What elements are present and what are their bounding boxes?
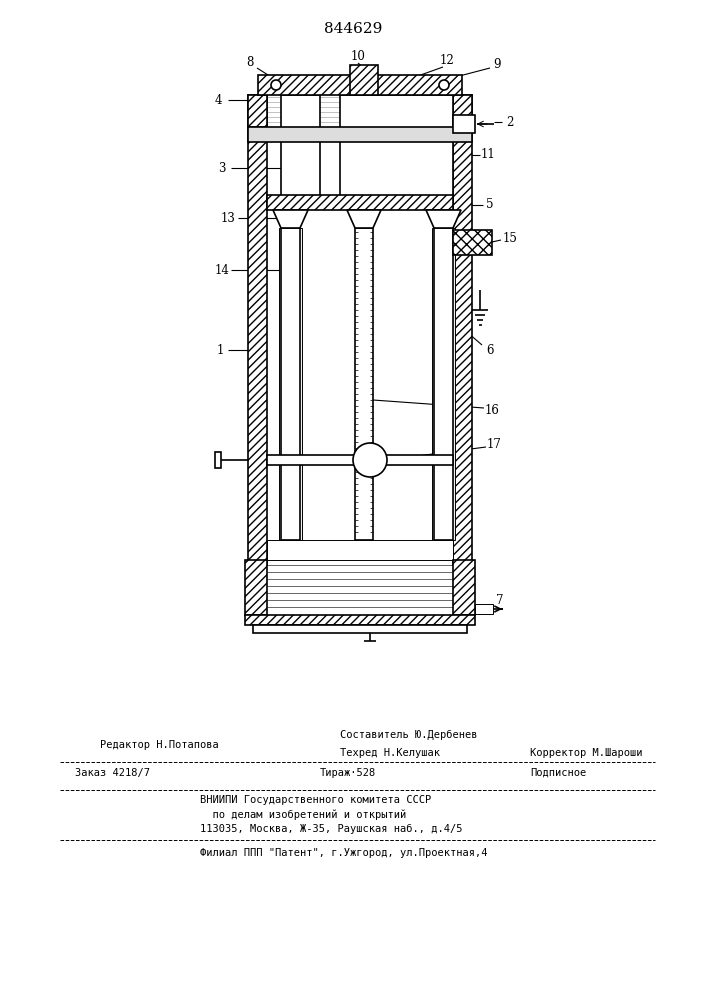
- Text: Техред Н.Келушак: Техред Н.Келушак: [340, 748, 440, 758]
- Text: 1: 1: [216, 344, 223, 357]
- Bar: [453, 95, 472, 565]
- Text: 13: 13: [221, 212, 235, 225]
- Bar: [475, 604, 493, 614]
- Text: Тираж·528: Тираж·528: [320, 768, 376, 778]
- Bar: [355, 228, 373, 540]
- Polygon shape: [426, 210, 461, 228]
- Bar: [453, 560, 475, 615]
- Text: 17: 17: [486, 438, 501, 452]
- Bar: [267, 455, 453, 465]
- Bar: [248, 95, 267, 565]
- Circle shape: [439, 80, 449, 90]
- Bar: [215, 452, 221, 468]
- Text: 6: 6: [486, 344, 493, 357]
- Bar: [453, 230, 492, 255]
- Polygon shape: [347, 210, 381, 228]
- Text: 8: 8: [246, 56, 254, 70]
- Bar: [434, 228, 453, 540]
- Text: 10: 10: [351, 49, 366, 62]
- Text: Филиал ППП "Патент", г.Ужгород, ул.Проектная,4: Филиал ППП "Патент", г.Ужгород, ул.Проек…: [200, 848, 488, 858]
- Bar: [281, 228, 300, 540]
- Bar: [245, 615, 475, 625]
- Polygon shape: [273, 210, 308, 228]
- Bar: [267, 95, 453, 565]
- Text: 14: 14: [214, 263, 230, 276]
- Bar: [267, 195, 453, 210]
- Bar: [350, 65, 378, 95]
- Text: 3: 3: [218, 161, 226, 174]
- Bar: [279, 228, 302, 540]
- Bar: [453, 95, 472, 127]
- Text: 15: 15: [503, 232, 518, 244]
- Text: Подписное: Подписное: [530, 768, 586, 778]
- Bar: [281, 95, 320, 200]
- Text: Составитель Ю.Дербенев: Составитель Ю.Дербенев: [340, 730, 477, 740]
- Text: Редактор Н.Потапова: Редактор Н.Потапова: [100, 740, 218, 750]
- Circle shape: [353, 443, 387, 477]
- Text: 4: 4: [214, 94, 222, 106]
- Bar: [267, 540, 453, 560]
- Text: 5: 5: [486, 198, 493, 212]
- Text: 844629: 844629: [324, 22, 382, 36]
- Bar: [245, 560, 267, 615]
- Text: 9: 9: [493, 58, 501, 72]
- Circle shape: [271, 80, 281, 90]
- Text: 11: 11: [481, 148, 496, 161]
- Text: Заказ 4218/7: Заказ 4218/7: [75, 768, 150, 778]
- Text: 7: 7: [496, 593, 504, 606]
- Text: по делам изобретений и открытий: по делам изобретений и открытий: [200, 810, 407, 820]
- Text: 113035, Москва, Ж-35, Раушская наб., д.4/5: 113035, Москва, Ж-35, Раушская наб., д.4…: [200, 824, 462, 834]
- Text: 2: 2: [506, 115, 514, 128]
- Bar: [453, 115, 475, 133]
- Bar: [258, 75, 462, 95]
- Text: 12: 12: [440, 53, 455, 66]
- Bar: [340, 95, 453, 200]
- Text: Корректор М.Шароши: Корректор М.Шароши: [530, 748, 643, 758]
- Bar: [432, 228, 455, 540]
- Bar: [248, 127, 472, 142]
- Text: ВНИИПИ Государственного комитета СССР: ВНИИПИ Государственного комитета СССР: [200, 795, 431, 805]
- Text: 16: 16: [484, 403, 499, 416]
- Bar: [248, 95, 267, 127]
- Bar: [253, 625, 467, 633]
